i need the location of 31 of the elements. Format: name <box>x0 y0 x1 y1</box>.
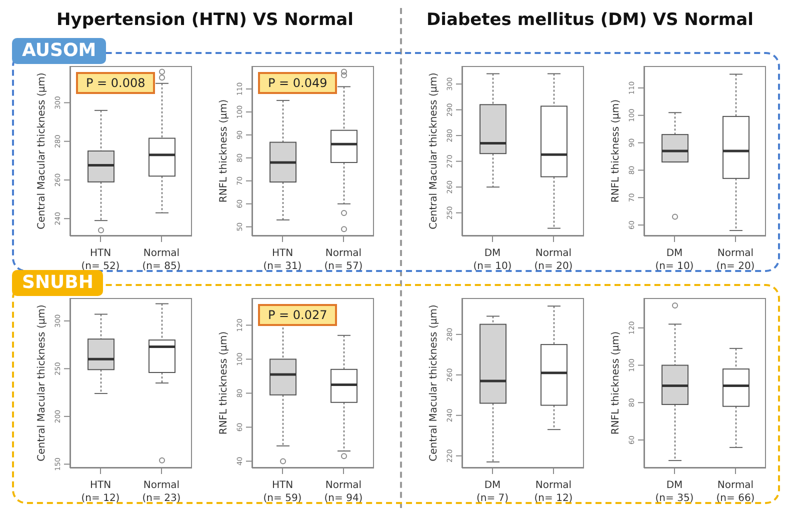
y-axis-title: Central Macular thickness (μm) <box>428 304 440 462</box>
x-tick-label: DM (n= 10) <box>473 248 512 272</box>
x-tick-label: Normal (n= 23) <box>142 480 181 504</box>
x-tick-label: DM (n= 7) <box>476 480 509 504</box>
annotation: P = 0.027 <box>258 304 338 326</box>
annotation: P = 0.049 <box>258 72 338 94</box>
x-tick-label: HTN (n= 12) <box>81 480 120 504</box>
y-axis-title: Central Macular thickness (μm) <box>36 72 48 230</box>
x-tick-label: Normal (n= 85) <box>142 248 181 272</box>
x-tick-label: DM (n= 35) <box>655 480 694 504</box>
x-tick-label: HTN (n= 31) <box>263 248 302 272</box>
x-tick-label: Normal (n= 57) <box>324 248 363 272</box>
y-axis-title: RNFL thickness (μm) <box>610 331 622 435</box>
x-tick-label: HTN (n= 52) <box>81 248 120 272</box>
x-tick-label: HTN (n= 59) <box>263 480 302 504</box>
y-axis-title: RNFL thickness (μm) <box>610 99 622 203</box>
y-axis-title: Central Macular thickness (μm) <box>428 72 440 230</box>
chart-title: Diabetes mellitus (DM) VS Normal <box>426 10 754 30</box>
chart-subtitle: AUSOM <box>12 38 106 64</box>
chart-subtitle: SNUBH <box>12 270 104 296</box>
x-tick-label: Normal (n= 20) <box>716 248 755 272</box>
x-tick-label: Normal (n= 12) <box>534 480 573 504</box>
x-tick-label: Normal (n= 94) <box>324 480 363 504</box>
x-tick-label: DM (n= 10) <box>655 248 694 272</box>
y-axis-title: RNFL thickness (μm) <box>218 99 230 203</box>
y-axis-title: Central Macular thickness (μm) <box>36 304 48 462</box>
y-axis-title: RNFL thickness (μm) <box>218 331 230 435</box>
x-tick-label: Normal (n= 20) <box>534 248 573 272</box>
annotation: P = 0.008 <box>76 72 156 94</box>
chart-title: Hypertension (HTN) VS Normal <box>56 10 354 30</box>
x-tick-label: Normal (n= 66) <box>716 480 755 504</box>
